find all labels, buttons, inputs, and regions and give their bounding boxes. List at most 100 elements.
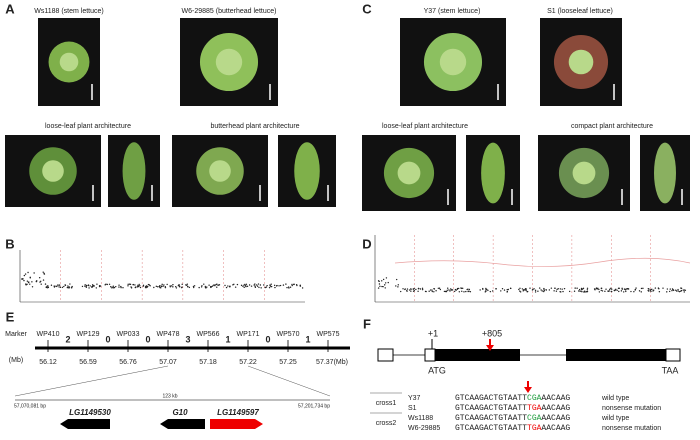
dot	[468, 288, 471, 291]
dot	[175, 287, 178, 289]
architecture-label: butterhead plant architecture	[210, 123, 299, 130]
dot	[482, 288, 484, 290]
dot	[465, 290, 467, 293]
dot	[134, 284, 136, 286]
marker: WP570	[277, 331, 300, 338]
dot	[635, 287, 637, 289]
dot	[627, 288, 630, 290]
dot	[115, 285, 117, 288]
dot	[170, 285, 173, 287]
panel-label: B	[5, 236, 14, 251]
dot	[21, 278, 23, 280]
plant-core	[215, 48, 243, 76]
dot	[88, 287, 90, 289]
dot	[142, 285, 144, 287]
dot	[404, 288, 407, 290]
dot	[419, 288, 422, 290]
dot	[127, 285, 129, 287]
panel-label: F	[363, 316, 371, 331]
panel-label: E	[6, 309, 15, 324]
stop-codon: TAA	[662, 365, 679, 375]
dot	[585, 291, 588, 293]
dot	[233, 283, 235, 286]
dot	[259, 284, 262, 286]
recombinant-count: 1	[305, 334, 310, 344]
dot	[595, 287, 598, 290]
dot	[507, 288, 509, 291]
dot	[42, 271, 44, 273]
dot	[58, 286, 60, 288]
dot	[377, 287, 380, 289]
sequence-part: GTCAAGACTGTAATT	[455, 404, 527, 413]
dot	[186, 283, 189, 285]
dot	[408, 289, 411, 291]
dot	[50, 284, 53, 286]
annotation: nonsense mutation	[602, 425, 661, 432]
dot	[132, 283, 135, 286]
marker: WP171	[237, 331, 260, 338]
dot	[246, 285, 249, 288]
dot	[130, 286, 132, 288]
dot	[648, 290, 650, 292]
dot	[270, 283, 272, 285]
dot	[301, 287, 304, 289]
dot	[118, 284, 120, 286]
dot	[270, 285, 273, 288]
dot	[243, 284, 245, 286]
dot	[382, 278, 385, 281]
line-name: S1	[408, 405, 417, 412]
dot	[127, 283, 129, 286]
dot	[175, 285, 177, 288]
dot	[22, 278, 24, 280]
dot	[201, 285, 203, 287]
dot	[38, 276, 41, 279]
dot	[593, 288, 596, 290]
interval: 123 kb	[162, 393, 177, 399]
dot	[658, 288, 660, 290]
dot	[463, 291, 465, 293]
plant-core	[572, 161, 596, 185]
dot	[192, 286, 195, 289]
dot	[36, 280, 38, 282]
architecture-label: compact plant architecture	[571, 123, 653, 130]
dot	[147, 285, 149, 288]
dot	[431, 289, 433, 291]
dot	[562, 290, 564, 293]
dot	[85, 284, 88, 287]
dot	[26, 283, 28, 285]
dot	[58, 284, 60, 286]
dot	[137, 284, 139, 286]
dot	[586, 287, 589, 289]
dot	[604, 290, 606, 293]
plant-core	[209, 160, 231, 182]
dot	[148, 284, 151, 286]
position: 57.18	[199, 359, 217, 366]
dot	[378, 280, 380, 283]
dot	[212, 284, 215, 286]
dot	[63, 285, 65, 288]
dot	[523, 289, 526, 291]
dot	[122, 286, 124, 289]
dot	[466, 288, 468, 291]
dot	[250, 285, 253, 287]
dot	[24, 273, 27, 275]
dot	[279, 284, 282, 287]
marker-header: Marker	[5, 331, 27, 338]
dot	[597, 287, 599, 289]
dot	[214, 284, 216, 287]
plant-core	[439, 48, 467, 76]
gene-arrow	[60, 419, 110, 429]
dot	[159, 286, 161, 289]
dot	[680, 290, 682, 292]
recombinant-count: 2	[65, 334, 70, 344]
dot	[417, 287, 420, 290]
marker: WP478	[157, 331, 180, 338]
dot	[172, 286, 174, 288]
codon: CGA	[527, 414, 542, 423]
dot	[630, 290, 632, 293]
dot	[449, 290, 451, 292]
marker: WP033	[117, 331, 140, 338]
dot	[71, 285, 73, 288]
dot	[105, 283, 107, 285]
dot	[421, 288, 424, 291]
